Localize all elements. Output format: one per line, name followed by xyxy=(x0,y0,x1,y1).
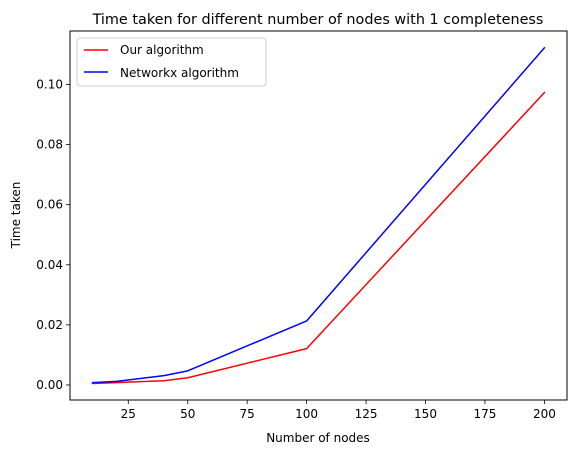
series-line-networkx-algorithm xyxy=(91,46,546,384)
legend: Our algorithm Networkx algorithm xyxy=(76,37,267,87)
y-tick-label: 0.04 xyxy=(36,258,63,272)
x-tick-label: 50 xyxy=(180,407,195,421)
legend-box xyxy=(76,37,267,87)
legend-label-networkx-algorithm: Networkx algorithm xyxy=(120,66,239,80)
y-axis-label: Time taken xyxy=(9,182,23,250)
plot-lines xyxy=(91,46,546,385)
x-tick-label: 125 xyxy=(355,407,378,421)
legend-label-our-algorithm: Our algorithm xyxy=(120,43,204,57)
y-tick-label: 0.10 xyxy=(36,77,63,91)
x-tick-label: 150 xyxy=(414,407,437,421)
y-tick-label: 0.02 xyxy=(36,318,63,332)
y-tick-label: 0.08 xyxy=(36,138,63,152)
x-tick-label: 75 xyxy=(240,407,255,421)
y-axis-ticks: 0.00 0.02 0.04 0.06 0.08 0.10 xyxy=(36,77,70,392)
x-tick-label: 25 xyxy=(121,407,136,421)
y-tick-label: 0.06 xyxy=(36,198,63,212)
plot-frame xyxy=(69,30,568,401)
x-axis-ticks: 25 50 75 100 125 150 175 200 xyxy=(121,400,556,421)
chart-title: Time taken for different number of nodes… xyxy=(92,12,544,28)
x-tick-label: 100 xyxy=(295,407,318,421)
series-line-our-algorithm xyxy=(91,91,546,385)
x-tick-label: 200 xyxy=(533,407,556,421)
x-axis-label: Number of nodes xyxy=(266,431,370,445)
x-tick-label: 175 xyxy=(474,407,497,421)
y-tick-label: 0.00 xyxy=(36,378,63,392)
